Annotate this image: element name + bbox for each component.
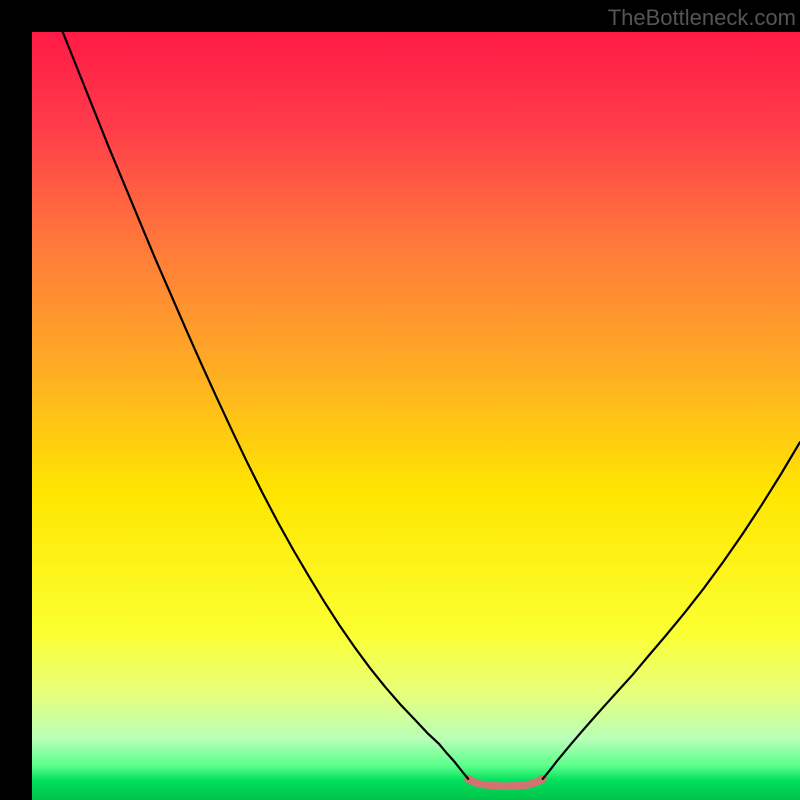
bottleneck-curve-chart [32,32,800,800]
chart-container: TheBottleneck.com [0,0,800,800]
chart-background [32,32,800,800]
watermark-text: TheBottleneck.com [608,5,796,31]
